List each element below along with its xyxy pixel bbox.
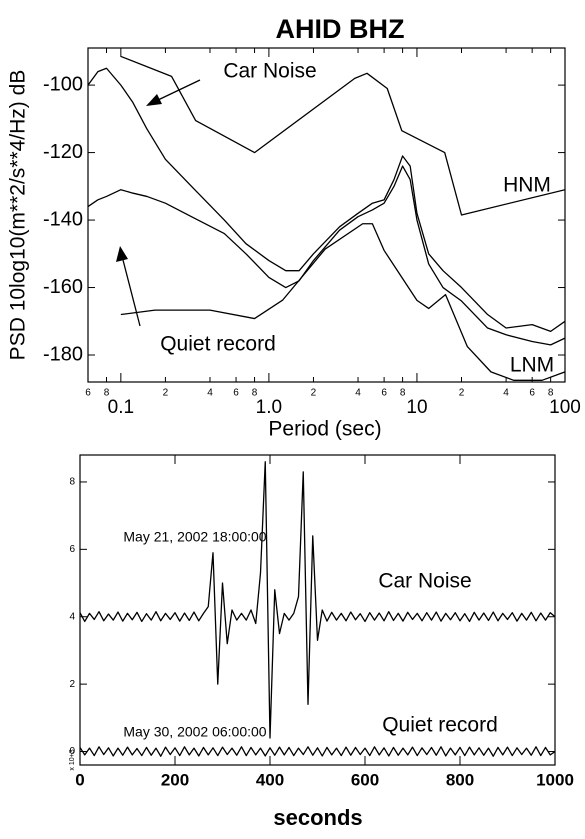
x-minor-tick-label: 8	[104, 388, 110, 399]
plot-area	[88, 55, 565, 381]
y-axis-label: PSD 10log10(m**2/s**4/Hz) dB	[7, 70, 30, 361]
x-tick-label: 400	[256, 770, 284, 789]
series-line	[120, 55, 565, 216]
series-label: Car Noise	[378, 570, 471, 593]
y-tick-label: 8	[69, 477, 75, 488]
quiet-record-arrow	[116, 246, 141, 327]
series-label: Car Noise	[223, 60, 316, 83]
series-line	[120, 223, 565, 381]
x-minor-tick-label: 2	[163, 388, 169, 399]
plot-frame	[79, 454, 556, 766]
series-line	[80, 746, 555, 757]
x-minor-tick-label: 4	[207, 388, 213, 399]
x-minor-tick-label: 6	[233, 388, 239, 399]
series-label: HNM	[503, 174, 551, 197]
x-minor-tick-label: 4	[503, 388, 509, 399]
annotation: May 21, 2002 18:00:00	[123, 529, 266, 545]
y-tick-label: 4	[69, 611, 75, 622]
y-tick-label: 0	[69, 746, 75, 757]
x-tick-label: 10	[406, 397, 427, 418]
plot-frame	[87, 47, 566, 383]
x-tick-label: 600	[351, 770, 379, 789]
series-line	[80, 461, 555, 739]
x-tick-label: 200	[161, 770, 189, 789]
y-tick-label: 6	[69, 544, 75, 555]
x-tick-label: 0.1	[108, 397, 134, 418]
chart-title: AHID BHZ	[276, 14, 405, 44]
x-tick-label: 100	[549, 397, 581, 418]
series-line	[88, 165, 565, 346]
x-minor-tick-label: 8	[548, 388, 554, 399]
series-line	[88, 67, 565, 333]
x-minor-tick-label: 6	[529, 388, 535, 399]
series-label: LNM	[510, 354, 554, 377]
x-tick-label: 1.0	[256, 397, 282, 418]
x-minor-tick-label: 8	[400, 388, 406, 399]
x-minor-tick-label: 6	[85, 388, 91, 399]
car-noise-arrow	[146, 79, 201, 106]
x-tick-label: 0	[75, 770, 84, 789]
y-tick-label: 2	[69, 679, 75, 690]
annotation: May 30, 2002 06:00:00	[123, 724, 266, 740]
x-axis-label: seconds	[273, 805, 362, 830]
y-tick-label: -100	[43, 73, 83, 95]
x-minor-tick-label: 2	[459, 388, 465, 399]
x-minor-tick-label: 6	[381, 388, 387, 399]
y-tick-label: -180	[43, 343, 83, 365]
y-tick-label: -140	[43, 208, 83, 230]
x-minor-tick-label: 8	[252, 388, 258, 399]
series-label: Quiet record	[382, 714, 498, 737]
x-minor-tick-label: 2	[311, 388, 317, 399]
series-label: Quiet record	[160, 333, 276, 356]
x-axis-label: Period (sec)	[268, 418, 381, 441]
y-multiplier: x 10+3	[69, 749, 76, 770]
y-tick-label: -160	[43, 276, 83, 298]
plot-area	[80, 461, 555, 757]
x-tick-label: 800	[446, 770, 474, 789]
x-tick-label: 1000	[536, 770, 574, 789]
y-tick-label: -120	[43, 141, 83, 163]
x-minor-tick-label: 4	[355, 388, 361, 399]
